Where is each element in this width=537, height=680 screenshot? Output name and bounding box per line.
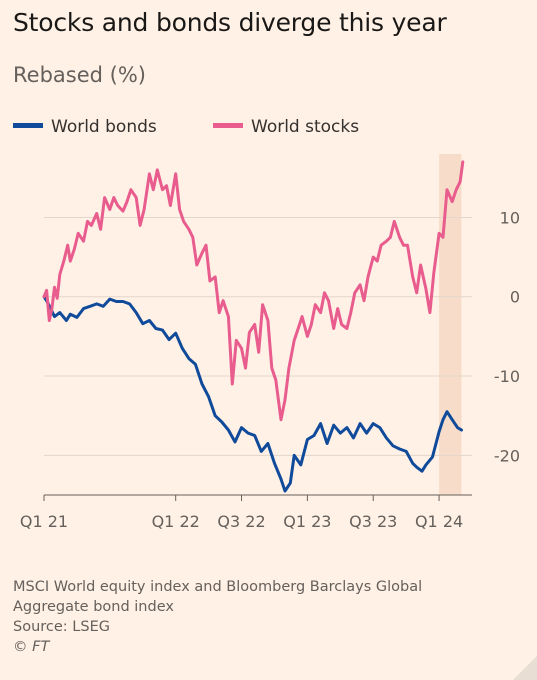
corner-fold [513,656,537,680]
x-tick-label: Q3 23 [349,512,397,531]
x-tick-label: Q1 21 [20,512,68,531]
y-tick-label: -10 [494,367,520,386]
chart-title: Stocks and bonds diverge this year [13,8,447,37]
legend-label-bonds: World bonds [51,117,157,137]
footer-source: Source: LSEG [13,619,110,635]
footer-note-line1: MSCI World equity index and Bloomberg Ba… [13,579,423,595]
x-tick-label: Q1 22 [152,512,200,531]
legend-swatch-stocks [213,123,243,128]
line-chart: 10 0 -10 -20 Q1 21 Q1 22 Q3 22 Q1 23 Q3 23 Q1 24 [20,154,520,531]
legend-label-stocks: World stocks [251,117,360,137]
chart-footer: MSCI World equity index and Bloomberg Ba… [13,577,493,657]
series-line-stocks [42,160,465,422]
y-tick-label: 10 [500,208,520,227]
highlight-band [439,154,462,495]
x-tick-label: Q1 24 [415,512,463,531]
series-line-bonds [42,295,463,493]
chart-subtitle: Rebased (%) [13,63,146,87]
footer-copyright: © FT [13,639,50,655]
y-tick-label: -20 [494,446,520,465]
legend-swatch-bonds [13,123,43,128]
x-tick-label: Q1 23 [283,512,331,531]
legend-item-stocks: World stocks [213,117,359,137]
footer-note-line2: Aggregate bond index [13,599,174,615]
legend-item-bonds: World bonds [13,117,157,137]
y-tick-label: 0 [510,288,520,307]
x-tick-label: Q3 22 [217,512,265,531]
